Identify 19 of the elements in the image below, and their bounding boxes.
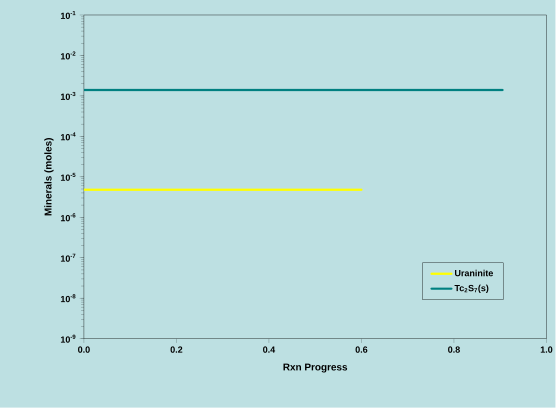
y-tick-label: 10$^{-6}$	[60, 213, 76, 222]
y-tick-label: 10$^{-2}$	[60, 52, 76, 60]
legend-label: Tc$_{2}$S$_{7}$(s)	[454, 284, 488, 294]
y-tick-label: 10$^{-1}$	[60, 11, 76, 20]
y-tick-label: 10$^{-7}$	[60, 254, 76, 262]
y-tick-label: 10$^{-8}$	[60, 294, 76, 302]
legend-label: Uraninite	[455, 270, 493, 277]
x-tick-label: 0.6	[356, 346, 368, 353]
y-tick-label: 10$^{-9}$	[60, 334, 76, 343]
x-tick-label: 1.0	[540, 346, 552, 353]
y-tick-label: 10$^{-4}$	[60, 132, 76, 141]
x-tick-label: 0.8	[448, 346, 460, 353]
y-tick-label: 10$^{-5}$	[60, 173, 76, 182]
x-axis-title: Rxn Progress	[284, 364, 348, 373]
y-axis-title: Minerals (moles)	[44, 138, 54, 216]
x-tick-label: 0.4	[263, 346, 276, 353]
x-tick-label: 0.2	[170, 346, 182, 353]
y-tick-label: 10$^{-3}$	[60, 92, 76, 100]
x-tick-label: 0.0	[78, 346, 90, 353]
